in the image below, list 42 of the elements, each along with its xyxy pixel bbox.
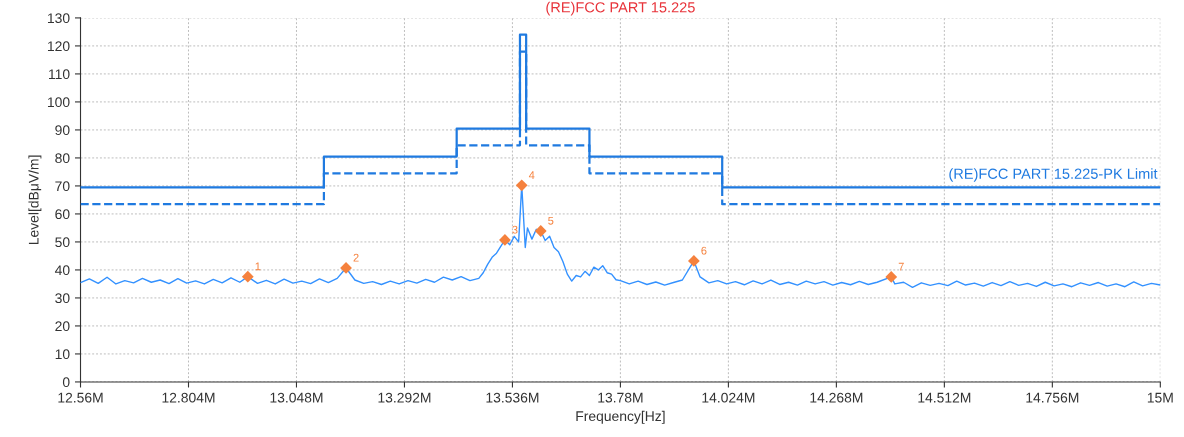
y-tick-label: 10 xyxy=(55,349,70,360)
y-tick-label: 130 xyxy=(47,13,70,24)
x-tick-label: 12.56M xyxy=(58,392,103,403)
y-axis-title: Level[dBμV/m] xyxy=(28,155,42,245)
point xyxy=(687,255,700,267)
annotation: 4 xyxy=(528,171,535,179)
x-tick-label: 14.268M xyxy=(810,392,863,403)
chart-title: (RE)FCC PART 15.225 xyxy=(546,1,695,16)
x-tick-label: 15M xyxy=(1147,392,1173,403)
y-tick-label: 70 xyxy=(55,181,70,192)
y-tick-label: 80 xyxy=(55,153,70,164)
x-tick-label: 13.536M xyxy=(486,392,539,403)
y-tick-label: 100 xyxy=(47,97,70,108)
point xyxy=(499,234,511,246)
point xyxy=(885,271,898,283)
point xyxy=(515,179,528,192)
y-tick-label: 30 xyxy=(55,293,70,304)
point xyxy=(241,270,254,283)
x-tick-label: 13.048M xyxy=(270,392,323,403)
x-tick-label: 14.512M xyxy=(918,392,971,403)
series-label: (RE)FCC PART 15.225-PK Limit xyxy=(949,168,1158,182)
y-tick-label: 50 xyxy=(55,237,70,248)
annotation: 2 xyxy=(353,253,359,262)
annotation: 7 xyxy=(898,262,904,271)
x-axis-title: Frequency[Hz] xyxy=(576,410,665,424)
annotation: 6 xyxy=(701,246,707,255)
y-tick-label: 40 xyxy=(54,265,70,276)
y-tick-label: 60 xyxy=(55,209,70,220)
annotation: 3 xyxy=(512,225,518,234)
annotation: 1 xyxy=(255,262,261,271)
x-tick-label: 14.756M xyxy=(1026,392,1079,403)
y-tick-label: 120 xyxy=(47,41,70,52)
y-tick-label: 90 xyxy=(55,125,70,136)
point xyxy=(534,225,547,237)
y-tick-label: 0 xyxy=(62,377,70,388)
y-tick-label: 20 xyxy=(55,321,70,332)
annotation: 5 xyxy=(548,216,554,225)
y-tick-label: 110 xyxy=(49,69,70,80)
x-tick-label: 12.804M xyxy=(162,392,215,403)
x-tick-label: 13.78M xyxy=(598,392,643,403)
x-tick-label: 13.292M xyxy=(378,392,431,403)
x-tick-label: 14.024M xyxy=(702,392,755,403)
